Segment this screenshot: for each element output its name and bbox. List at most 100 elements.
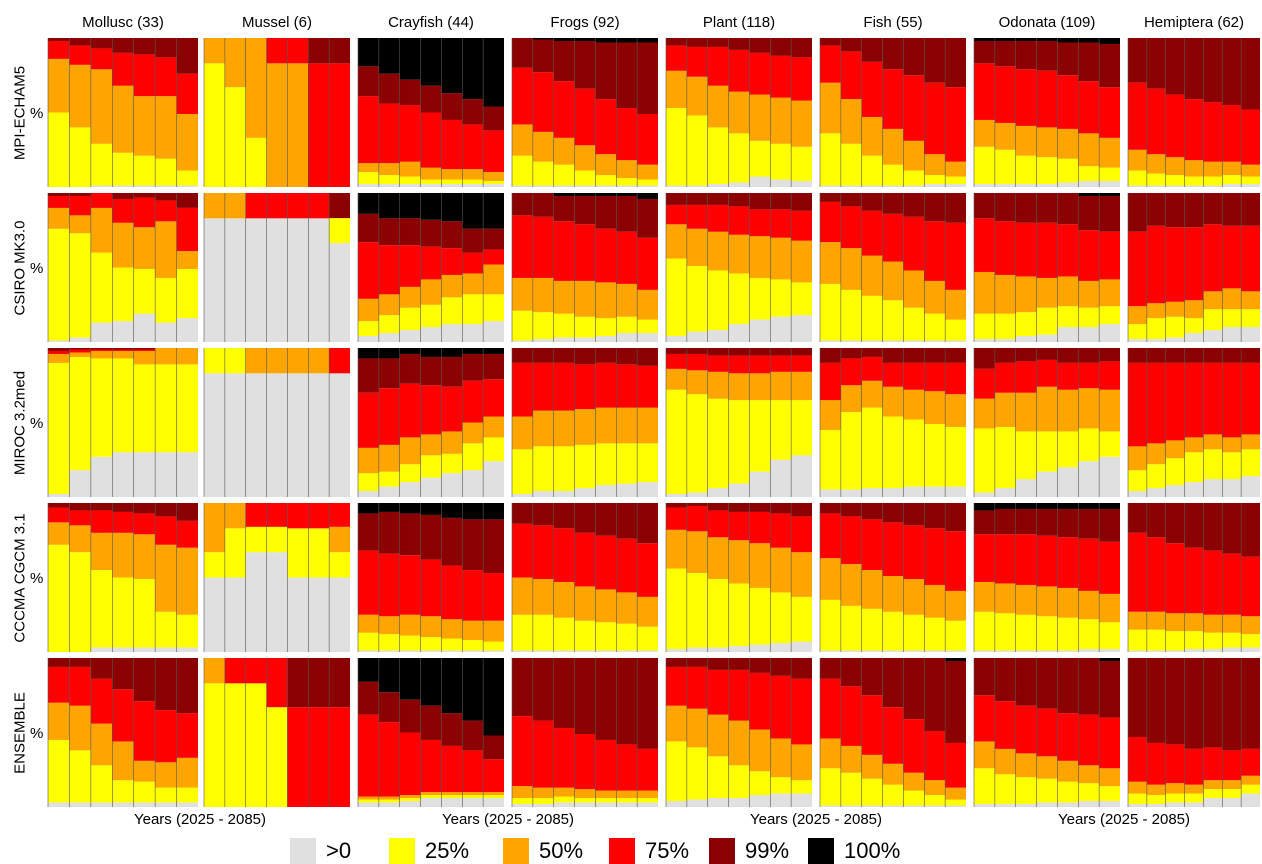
bar-segment-50	[266, 63, 288, 187]
bar-segment-99	[666, 348, 687, 354]
bar-segment-gt0	[1241, 647, 1260, 652]
bar-segment-25	[903, 790, 925, 806]
bar-segment-25	[224, 87, 246, 187]
panel-csiro-mk3-0-mollusc-33	[47, 193, 198, 342]
bar-segment-gt0	[176, 185, 198, 187]
bar-segment-25	[1036, 616, 1058, 651]
bar-segment-25	[176, 614, 198, 648]
bar-segment-25	[882, 784, 904, 806]
bar-segment-75	[176, 713, 198, 758]
bar-segment-25	[861, 295, 883, 341]
bar-segment-25	[707, 127, 729, 185]
bar-segment-75	[1078, 230, 1100, 281]
bar-segment-50	[1099, 768, 1120, 787]
bar-segment-50	[512, 277, 533, 311]
bar-segment-99	[616, 348, 638, 365]
bar-segment-50	[399, 437, 421, 465]
bar-segment-50	[1184, 784, 1204, 794]
bar-segment-25	[749, 140, 771, 177]
bar-segment-25	[462, 443, 484, 471]
bar-segment-100	[378, 38, 400, 74]
row-label-cccma: CCCMA CGCM 3.1	[11, 513, 29, 643]
panel-cccma-cgcm-3-1-fish-55	[819, 503, 966, 652]
bar-segment-99	[1184, 38, 1204, 100]
bar-segment-99	[358, 213, 379, 243]
bar-segment-gt0	[770, 793, 792, 807]
bar-segment-75	[1099, 87, 1120, 138]
bar-segment-99	[1222, 193, 1242, 226]
bar-segment-99	[308, 658, 330, 708]
bar-segment-50	[1165, 301, 1185, 317]
bar-segment-25	[378, 471, 400, 487]
bar-segment-25	[840, 605, 862, 651]
bar-segment-75	[791, 678, 812, 745]
bar-segment-99	[574, 503, 596, 533]
bar-segment-50	[1184, 613, 1204, 632]
bar-segment-25	[770, 143, 792, 180]
bar-segment-25	[749, 587, 771, 645]
bar-segment-gt0	[791, 315, 812, 342]
bar-segment-75	[1078, 362, 1100, 389]
bar-segment-gt0	[1078, 801, 1100, 807]
bar-segment-50	[483, 792, 504, 796]
bar-segment-gt0	[155, 647, 177, 652]
bar-segment-100	[441, 503, 463, 518]
bar-segment-99	[595, 42, 617, 100]
bar-segment-50	[90, 532, 113, 571]
bar-segment-25	[791, 146, 812, 182]
bar-segment-99	[903, 38, 925, 76]
bar-segment-gt0	[112, 185, 134, 187]
bar-segment-25	[483, 641, 504, 651]
bar-segment-99	[420, 85, 442, 113]
bar-segment-25	[48, 544, 70, 652]
bar-segment-50	[133, 350, 156, 365]
bar-segment-99	[1078, 348, 1100, 363]
bar-segment-100	[378, 193, 400, 219]
bar-segment-25	[686, 394, 708, 493]
bar-segment-50	[133, 534, 156, 579]
panel-cccma-cgcm-3-1-crayfish-44	[357, 503, 504, 652]
bar-segment-99	[48, 658, 70, 667]
bar-segment-25	[204, 348, 225, 374]
bar-segment-50	[48, 702, 70, 740]
bar-segment-100	[378, 503, 400, 512]
bar-segment-50	[994, 748, 1016, 775]
bar-segment-gt0	[666, 336, 687, 342]
bar-segment-50	[882, 763, 904, 785]
bar-segment-99	[882, 503, 904, 523]
bar-segment-50	[155, 348, 177, 365]
bar-segment-99	[974, 193, 995, 219]
bar-segment-75	[861, 519, 883, 571]
bar-segment-75	[666, 507, 687, 530]
y-axis-label-row-3: %	[30, 415, 44, 432]
panel-ensemble-crayfish-44	[357, 658, 504, 807]
bar-segment-25	[69, 750, 91, 803]
legend-swatch-100	[808, 838, 834, 864]
bar-segment-gt0	[616, 650, 638, 652]
panel-csiro-mk3-0-plant-118	[665, 193, 812, 342]
bar-segment-gt0	[358, 491, 379, 497]
bar-segment-75	[945, 362, 966, 395]
bar-segment-75	[666, 666, 687, 706]
bar-segment-99	[155, 193, 177, 201]
bar-segment-gt0	[48, 494, 70, 497]
bar-segment-25	[1222, 789, 1242, 799]
bar-segment-gt0	[329, 577, 350, 652]
panel-mpi-echam5-mollusc-33	[47, 38, 198, 187]
bar-segment-50	[666, 529, 687, 569]
bar-segment-25	[924, 795, 946, 806]
bar-segment-25	[791, 282, 812, 316]
bar-segment-25	[728, 133, 750, 183]
bar-segment-25	[462, 294, 484, 325]
bar-segment-gt0	[861, 805, 883, 807]
bar-segment-75	[358, 714, 379, 797]
bar-segment-gt0	[462, 324, 484, 342]
bar-segment-75	[329, 707, 350, 807]
row-label-miroc: MIROC 3.2med	[11, 370, 29, 476]
bar-segment-gt0	[820, 340, 841, 342]
bar-segment-gt0	[176, 647, 198, 652]
bar-segment-gt0	[1146, 339, 1166, 342]
bar-segment-50	[1222, 780, 1242, 790]
bar-segment-gt0	[308, 373, 330, 497]
panel-mpi-echam5-mussel-6	[203, 38, 350, 187]
